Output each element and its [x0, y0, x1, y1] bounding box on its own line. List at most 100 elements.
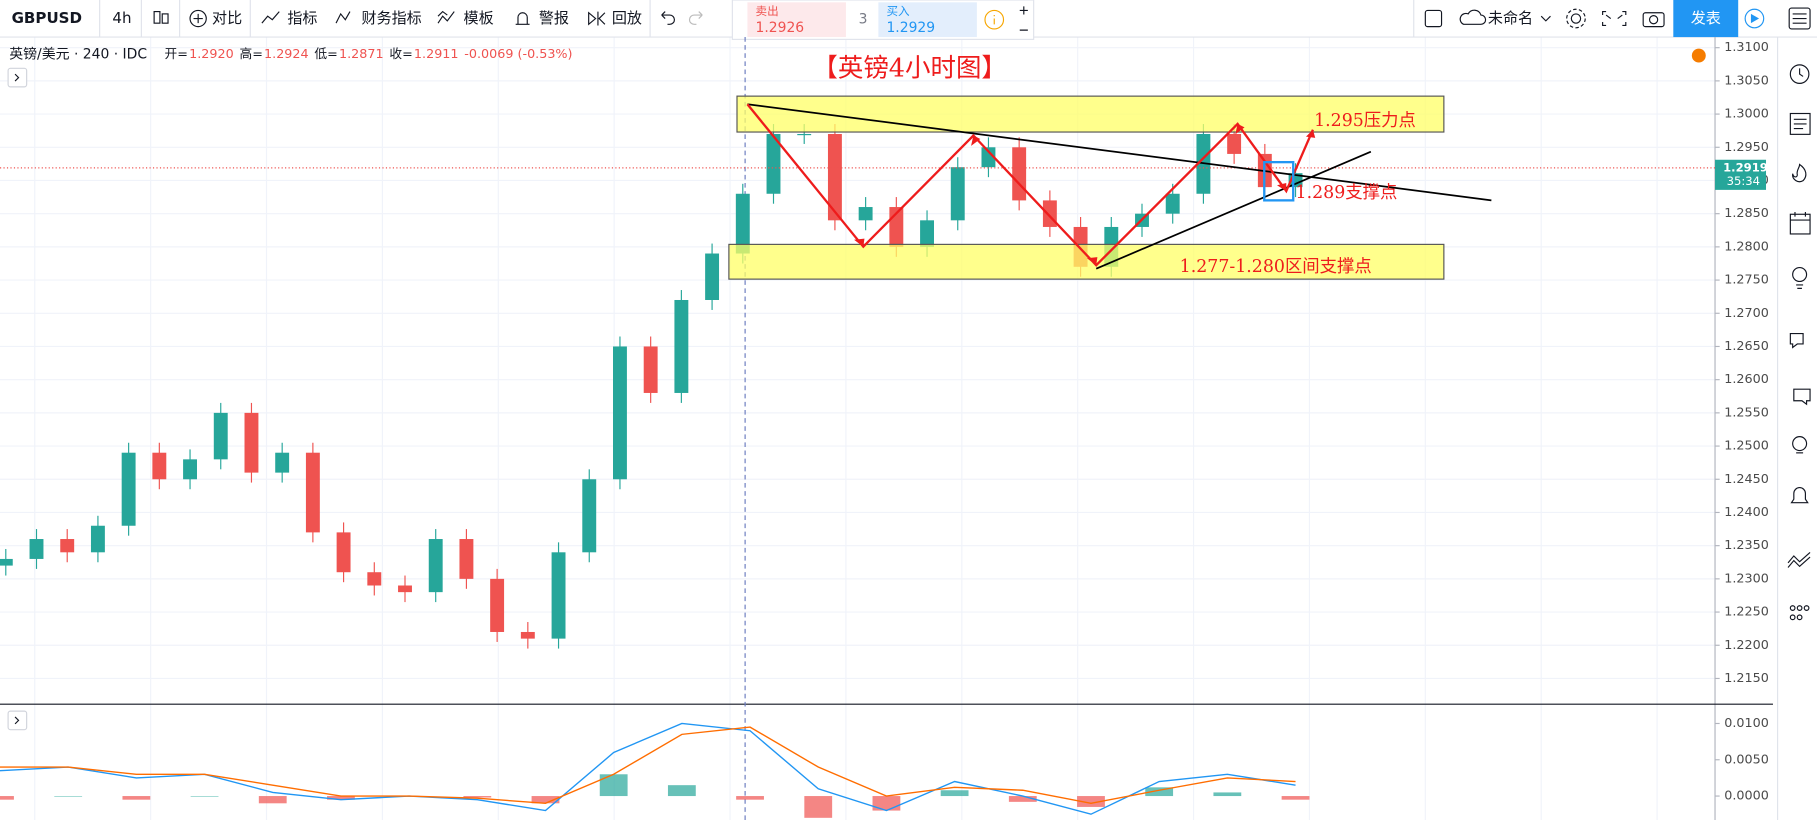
y-tick-label: 1.2150 [1724, 671, 1769, 686]
y-tick-label: 1.2400 [1724, 505, 1769, 520]
histogram-bar [258, 796, 287, 804]
candle-body [705, 253, 720, 300]
sell-button[interactable] [747, 2, 846, 38]
toolbar-item[interactable]: 财务指标 [362, 9, 422, 27]
candle-body [244, 412, 259, 473]
candle-body [766, 134, 781, 194]
y-tick-label: 1.2300 [1724, 571, 1769, 586]
candle-body [275, 452, 290, 473]
candle-body [398, 585, 412, 593]
histogram-bar [1008, 796, 1037, 802]
y-tick-label: 1.3100 [1724, 40, 1769, 55]
chart-title: 【英镑4小时图】 [812, 53, 1007, 83]
candle-body [1012, 147, 1027, 201]
candle-body [858, 207, 873, 221]
price-axis: 1.31001.30501.30001.29501.29001.28501.28… [1715, 40, 1769, 686]
histogram-bar [1213, 792, 1242, 797]
legend-label: 收= [389, 47, 412, 62]
y-tick-label: 1.2250 [1724, 605, 1769, 620]
annotation: 1.289支撑点 [1296, 183, 1398, 203]
trend-lines[interactable] [747, 103, 1492, 270]
buy-price: 1.2929 [886, 20, 935, 36]
replay-icon[interactable] [1744, 8, 1765, 29]
layout-name[interactable]: 未命名 [1488, 9, 1533, 27]
histogram-bar [667, 785, 696, 797]
candle-body [1165, 193, 1180, 214]
collapse-icon [14, 716, 20, 725]
spread: 3 [859, 12, 868, 28]
interval[interactable]: 4h [112, 9, 131, 27]
candle-body [950, 167, 965, 221]
legend-label: 开= [165, 47, 188, 62]
legend-change: -0.0069 (-0.53%) [464, 47, 572, 62]
toolbar-item[interactable]: 模板 [464, 9, 494, 27]
collapse-button[interactable] [7, 710, 28, 731]
sell-label: 卖出 [756, 4, 779, 18]
histogram-bar [940, 790, 969, 797]
y-tick-label: 1.2950 [1724, 140, 1769, 155]
focus-box[interactable] [1263, 160, 1295, 202]
candle-body [920, 220, 934, 247]
y-tick-label: 1.2450 [1724, 472, 1769, 487]
sidebar-icons[interactable] [1787, 7, 1811, 621]
legend-label: 高= [239, 46, 262, 62]
buy-label: 买入 [886, 4, 910, 18]
histogram-bar [327, 796, 355, 800]
candle-body [981, 147, 996, 168]
sell-price: 1.2926 [756, 20, 805, 36]
support-zone[interactable] [728, 243, 1445, 280]
y-tick-label: 0.0050 [1724, 752, 1769, 767]
y-tick-label: 1.3000 [1724, 107, 1769, 122]
candle-body [520, 631, 535, 639]
candle-body [797, 134, 812, 136]
candle-body [305, 452, 320, 533]
toolbar-item[interactable]: 指标 [287, 9, 317, 27]
candle-body [459, 539, 474, 579]
legend-label: 低= [314, 47, 337, 62]
y-tick-label: 1.2800 [1724, 239, 1769, 254]
histogram-bar [1077, 796, 1105, 807]
candle-body [0, 558, 13, 566]
candle-body [90, 525, 105, 553]
histogram-bar [0, 796, 14, 800]
histogram-bar [1281, 796, 1310, 800]
candle-body [183, 459, 197, 480]
toolbar-item[interactable]: 警报 [539, 9, 569, 27]
candle-body [428, 539, 443, 593]
candle-body [827, 134, 842, 221]
toolbar-item[interactable]: 对比 [212, 9, 242, 27]
histogram-bar [736, 796, 764, 800]
legend-fields: 开= 1.2920 高= 1.2924 低= 1.2871 收= 1.2911 -0.0069 … [165, 46, 573, 62]
resistance-zone[interactable] [736, 95, 1445, 133]
histogram-bar [1145, 787, 1174, 797]
y-tick-label: 1.2550 [1724, 405, 1769, 420]
countdown: 35:34 [1727, 174, 1760, 188]
last-price-label: 1.2919 [1723, 160, 1768, 174]
y-tick-label: 1.2650 [1724, 339, 1769, 354]
histogram-bar [599, 774, 628, 797]
y-tick-label: 1.2200 [1724, 638, 1769, 653]
publish-button[interactable] [1673, 0, 1739, 38]
candle-body [367, 572, 382, 586]
macd-pane: 0.0100 0.0050 0.0000 [0, 716, 1769, 818]
symbol[interactable]: GBPUSD [12, 9, 82, 27]
y-tick-label: 1.2500 [1724, 439, 1769, 454]
macd-line [0, 722, 1296, 815]
candle-body [152, 452, 167, 480]
toolbar-item[interactable]: 回放 [612, 9, 642, 27]
collapse-button[interactable] [7, 67, 28, 88]
candles [0, 124, 1716, 649]
candle-body [735, 193, 750, 254]
y-tick-label: 1.2350 [1724, 538, 1769, 553]
alert-icon[interactable] [1691, 48, 1706, 63]
legend-title: 英镑/美元 · 240 · IDC [9, 45, 147, 62]
candle-body [551, 552, 566, 639]
info-icon[interactable] [984, 9, 1005, 30]
qty-buttons[interactable] [1019, 6, 1028, 31]
replay-icon-mark [1750, 13, 1760, 24]
histogram-bar [531, 796, 560, 804]
toolbar-separators [99, 0, 1415, 38]
histogram-bar [872, 796, 901, 811]
buy-button[interactable] [878, 2, 977, 38]
